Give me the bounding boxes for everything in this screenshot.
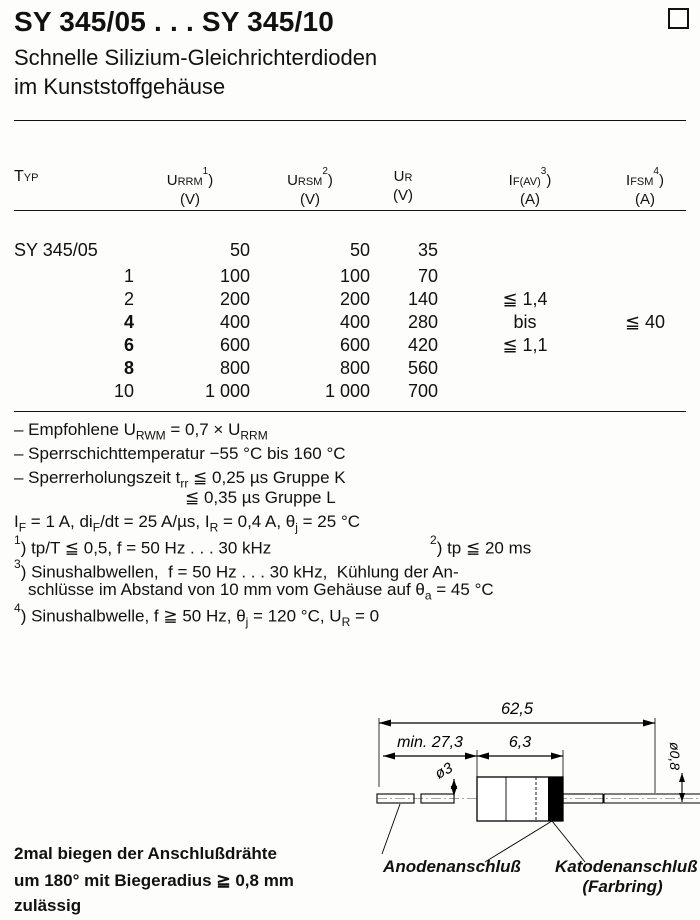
svg-text:ø0,8: ø0,8 xyxy=(667,742,683,770)
svg-text:62,5: 62,5 xyxy=(501,700,534,718)
svg-text:min. 27,3: min. 27,3 xyxy=(397,734,463,751)
svg-text:6,3: 6,3 xyxy=(509,734,531,751)
svg-text:ø3: ø3 xyxy=(432,759,456,783)
